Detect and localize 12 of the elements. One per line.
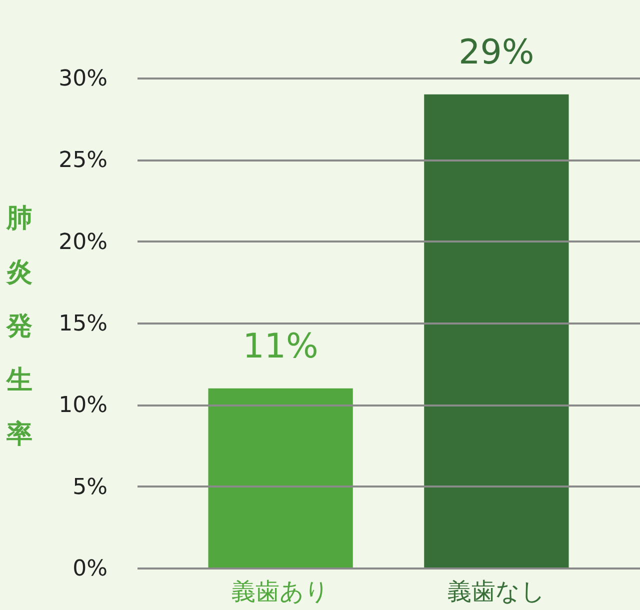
x-tick-label: 義歯あり [232, 578, 330, 606]
y-tick-label: 10% [58, 393, 108, 418]
data-label: 29% [458, 32, 534, 72]
y-tick-label: 25% [58, 148, 108, 174]
y-tick-label: 20% [58, 230, 108, 255]
y-tick-label: 30% [58, 66, 108, 92]
y-axis-title: 肺炎発生率 [6, 204, 32, 450]
x-tick-label: 義歯なし [447, 578, 546, 606]
y-tick-label: 5% [72, 474, 108, 500]
y-tick-label: 15% [58, 312, 108, 336]
y-tick-label: 0% [72, 556, 108, 582]
data-label: 11% [242, 326, 318, 366]
